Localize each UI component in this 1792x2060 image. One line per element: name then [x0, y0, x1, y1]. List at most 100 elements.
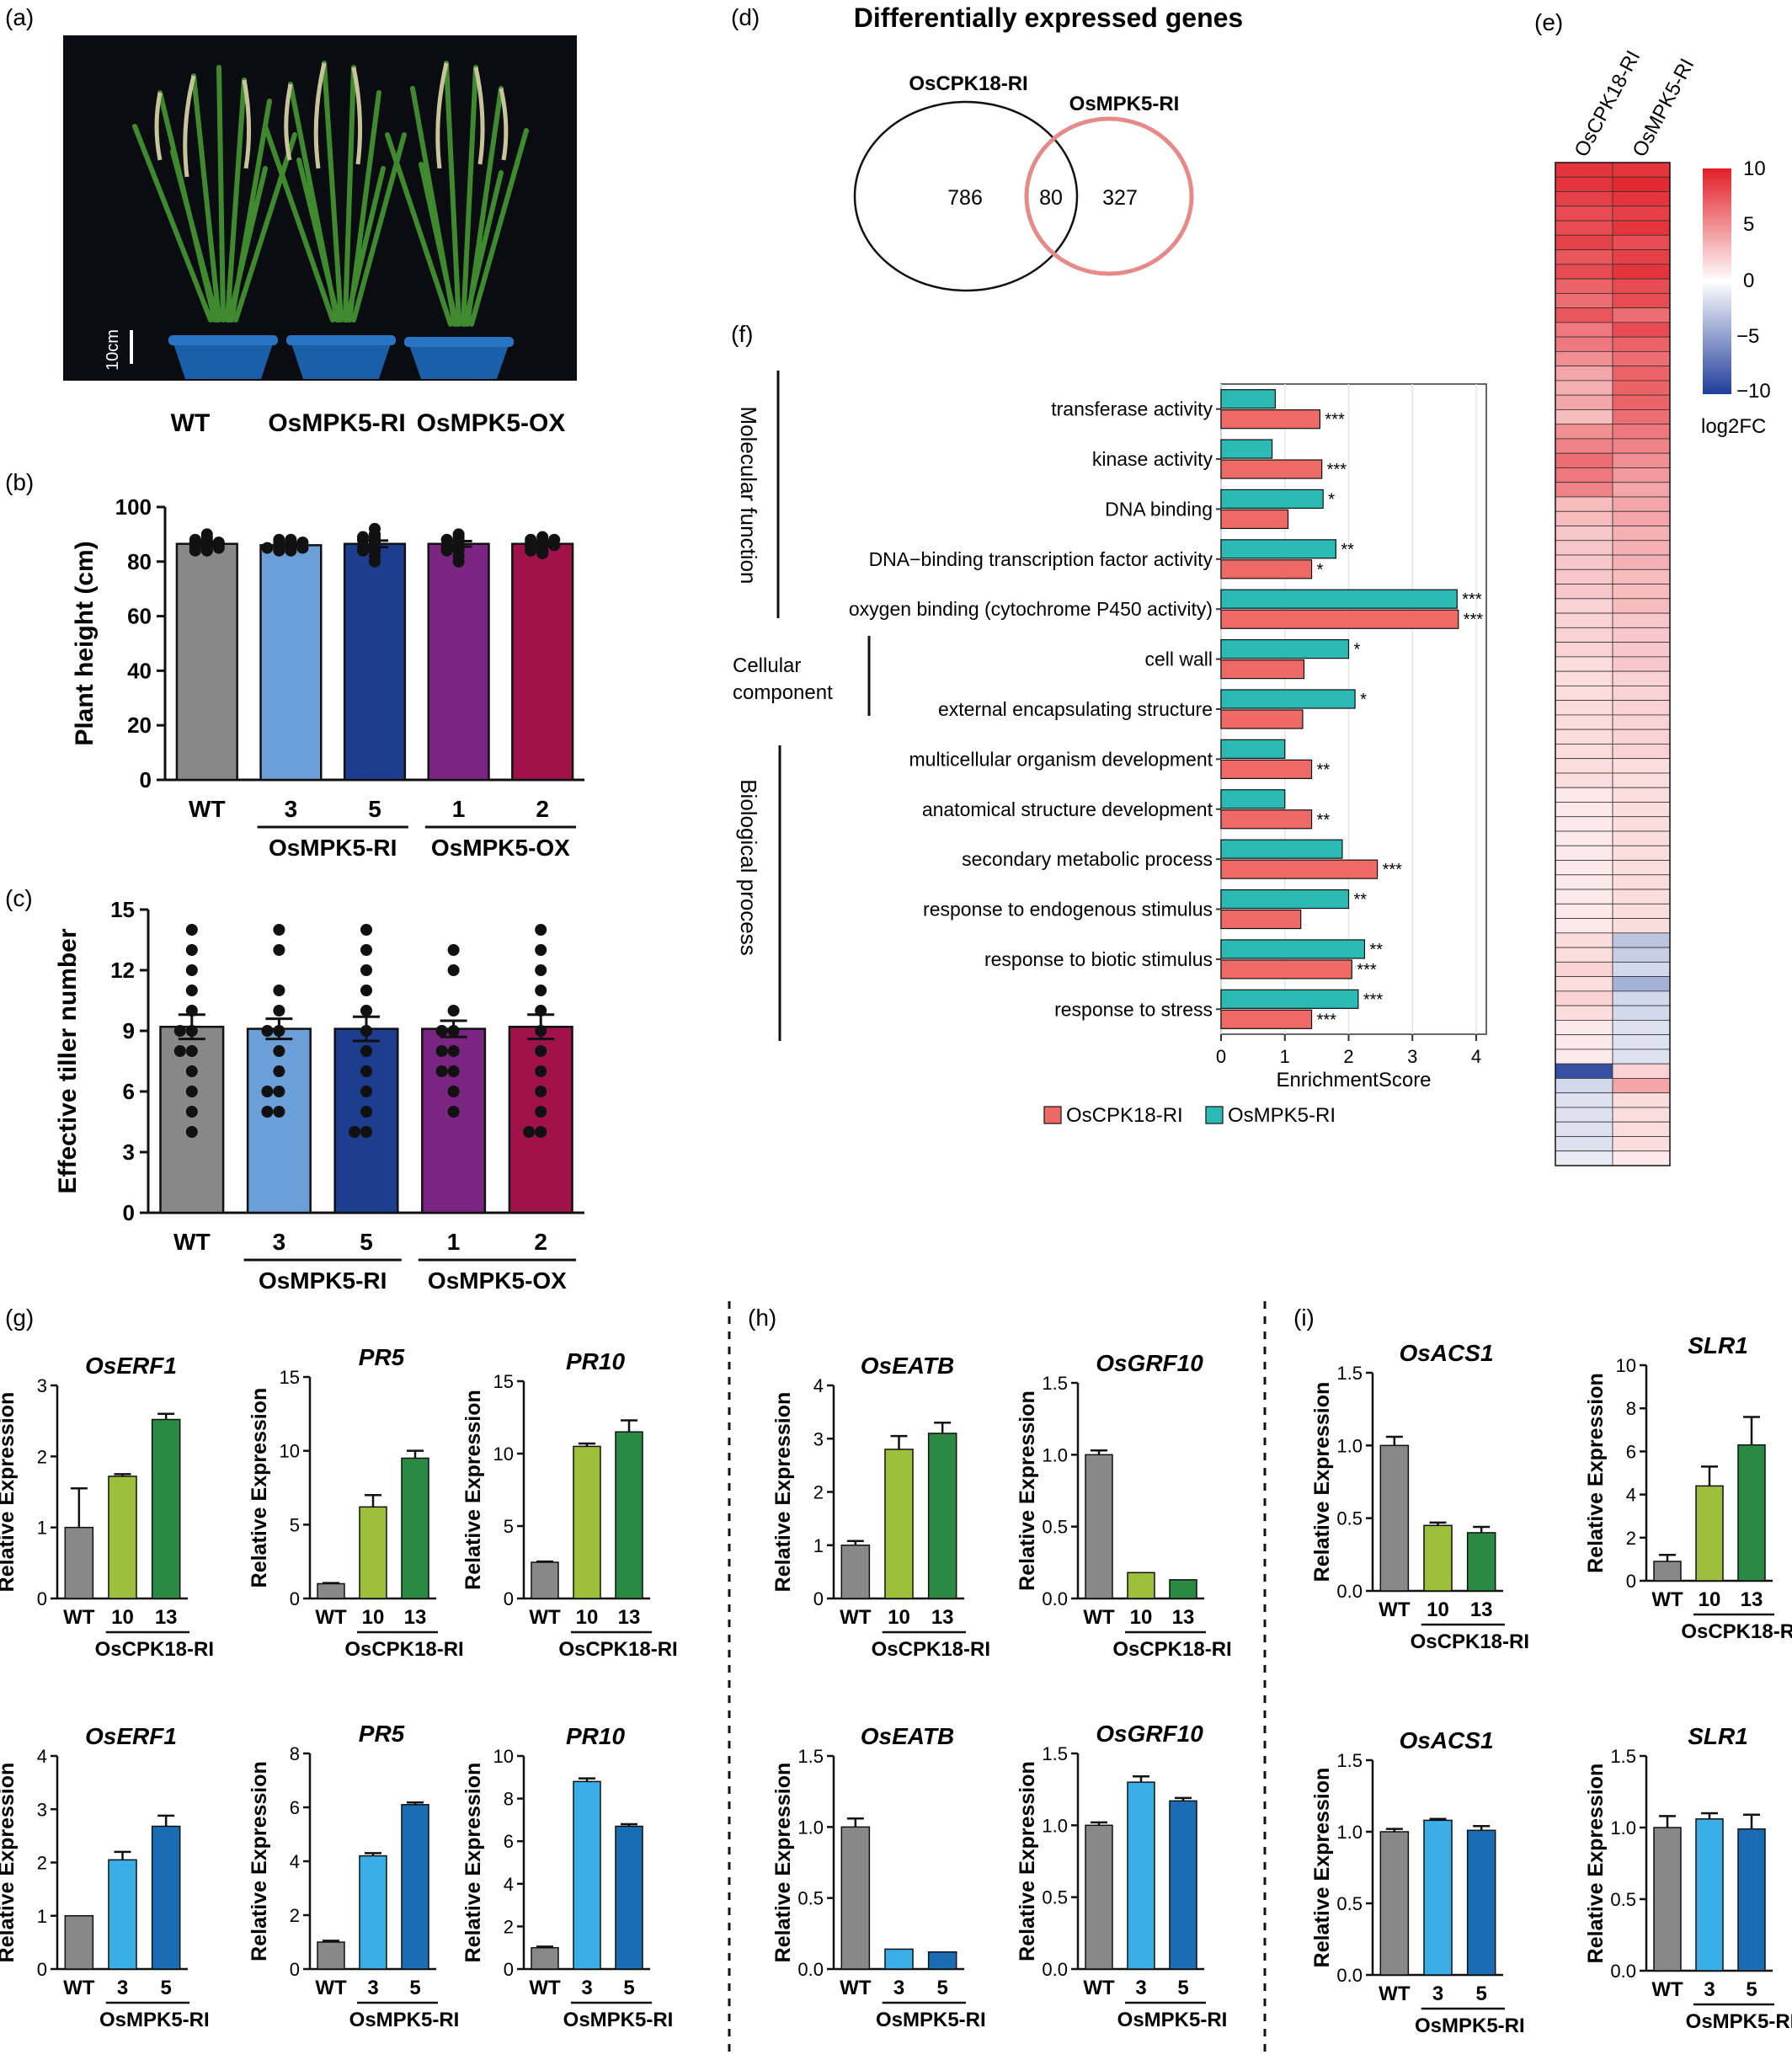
chart-title: OsEATB	[861, 1353, 955, 1379]
bar	[1466, 1532, 1496, 1592]
heatmap-cell	[1555, 220, 1613, 236]
bar	[1423, 1819, 1453, 1976]
bar	[840, 1545, 871, 1599]
y-axis-title: Relative Expression	[0, 1392, 19, 1593]
significance-stars: *	[1317, 561, 1324, 579]
y-tick-label: 0	[1626, 1571, 1636, 1592]
data-point	[535, 1086, 547, 1097]
x-tick-label: 3	[273, 1229, 286, 1255]
data-point	[285, 544, 297, 557]
y-tick-label: 6	[123, 1079, 135, 1104]
group-label: OsMPK5-RI	[1686, 2010, 1792, 2033]
bar-cpk18	[1220, 859, 1379, 879]
heatmap-cell	[1555, 700, 1613, 716]
x-tick-label: 3	[285, 796, 298, 822]
chart-title: OsERF1	[85, 1353, 177, 1379]
group-label: OsCPK18-RI	[558, 1638, 677, 1661]
y-axis-title: Relative Expression	[461, 1390, 485, 1590]
heatmap-cell	[1555, 380, 1613, 396]
significance-stars: **	[1317, 760, 1331, 779]
data-point	[185, 944, 198, 956]
heatmap-cell	[1555, 292, 1613, 309]
data-point	[200, 528, 213, 541]
heatmap-cell	[1555, 1078, 1613, 1094]
x-tick-label: 13	[1470, 1598, 1493, 1621]
group-label: OsMPK5-RI	[563, 2009, 674, 2031]
significance-stars: ***	[1462, 590, 1482, 609]
y-tick-label: 0	[123, 1200, 135, 1225]
x-tick-label: 5	[160, 1977, 171, 1999]
go-term-label: response to endogenous stimulus	[923, 899, 1213, 921]
y-tick-label: 6	[1626, 1441, 1636, 1462]
data-point	[357, 544, 369, 557]
y-axis-title: Relative Expression	[248, 1388, 271, 1588]
heatmap-cell	[1555, 540, 1613, 556]
heatmap-cell	[1555, 496, 1613, 512]
data-point	[261, 1025, 274, 1037]
heatmap-cell	[1555, 205, 1613, 221]
y-tick-label: 1.0	[1610, 1817, 1636, 1839]
x-tick-label: WT	[63, 1606, 95, 1629]
venn-count-mpk5-only: 327	[1102, 186, 1138, 210]
heatmap-cell	[1612, 1063, 1671, 1079]
heatmap-cell	[1555, 860, 1613, 876]
bar	[1379, 1444, 1410, 1592]
heatmap-cell	[1612, 728, 1671, 744]
data-point	[535, 964, 547, 976]
go-term-label: transferase activity	[1051, 398, 1213, 420]
x-tick-label: WT	[1651, 1588, 1683, 1611]
venn-label-cpk18: OsCPK18-RI	[909, 72, 1027, 95]
y-tick-label: 1	[37, 1906, 47, 1927]
group-label: OsCPK18-RI	[1112, 1638, 1231, 1661]
venn-label-mpk5: OsMPK5-RI	[1069, 93, 1180, 115]
bar	[1127, 1572, 1155, 1599]
heatmap-color-scale	[1703, 168, 1731, 394]
x-tick-label: WT	[529, 1977, 561, 1999]
heatmap-cell	[1612, 176, 1671, 192]
significance-stars: **	[1317, 811, 1331, 830]
x-tick-label: WT	[1083, 1606, 1115, 1629]
heatmap-cell	[1612, 409, 1671, 425]
go-enrichment-chart: 0 1 2 3 4 EnrichmentScore transferase activity…	[733, 371, 1487, 1127]
group-label: OsMPK5-RI	[99, 2009, 210, 2031]
heatmap-cell	[1555, 685, 1613, 702]
bar	[151, 1825, 181, 1970]
y-tick-label: 0.0	[1042, 1588, 1068, 1609]
y-tick-label: 0.5	[1042, 1517, 1068, 1538]
data-point	[185, 1005, 198, 1017]
heatmap-cell	[1555, 366, 1613, 382]
data-point	[535, 985, 547, 996]
bar	[343, 542, 407, 782]
bar	[401, 1457, 429, 1599]
y-tick-label: 10	[280, 1441, 300, 1462]
significance-stars: **	[1369, 941, 1383, 959]
x-tick-label: WT	[1083, 1977, 1115, 1999]
panel-label-d: (d)	[731, 4, 760, 30]
y-tick-label: 5	[504, 1516, 514, 1537]
x-tick-label: WT	[1379, 1598, 1411, 1621]
significance-stars: ***	[1363, 990, 1384, 1009]
y-tick-label: 0	[140, 767, 152, 793]
scale-tick-10: 10	[1743, 157, 1766, 180]
x-tick-label: WT	[189, 796, 226, 822]
panel-label-h: (h)	[748, 1305, 776, 1331]
y-axis-title: Relative Expression	[1310, 1382, 1334, 1582]
chart-title: PR10	[566, 1348, 625, 1374]
scale-tick-minus10: −10	[1736, 380, 1771, 403]
heatmap-cell	[1555, 670, 1613, 686]
y-tick-label: 2	[504, 1916, 514, 1937]
x-tick-label: 3	[117, 1977, 128, 1999]
group-label-cellular: Cellular	[733, 654, 801, 677]
heatmap-cell	[1612, 380, 1671, 396]
rice-plant-wt	[132, 65, 297, 323]
bar	[427, 542, 490, 782]
y-tick-label: 0	[37, 1588, 47, 1609]
bar	[175, 542, 238, 782]
go-term-label: oxygen binding (cytochrome P450 activity…	[849, 598, 1213, 620]
bar	[359, 1855, 387, 1970]
y-tick-label: 0.5	[797, 1888, 824, 1909]
data-point	[200, 544, 213, 557]
bar	[615, 1431, 643, 1599]
y-tick-label: 1.0	[1336, 1435, 1363, 1456]
